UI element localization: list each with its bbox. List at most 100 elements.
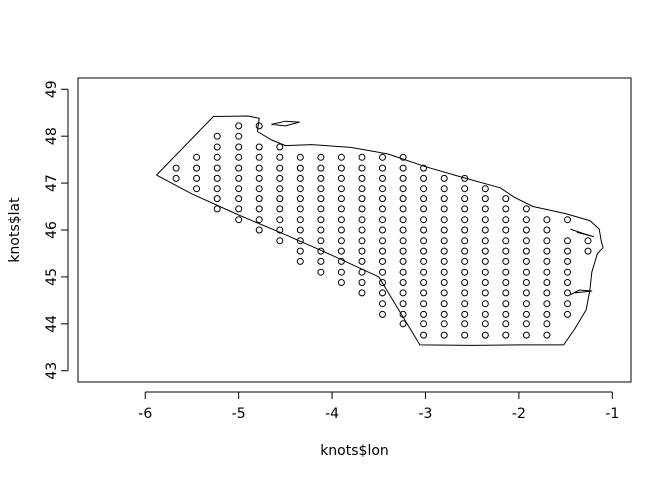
knot-point: [543, 257, 551, 265]
knot-point: [481, 205, 489, 213]
knot-point: [213, 174, 221, 182]
knot-point: [276, 153, 284, 161]
knot-point: [379, 300, 386, 308]
knot-point: [420, 268, 428, 276]
knot-point: [337, 153, 345, 161]
knot-point: [358, 153, 366, 161]
knot-point: [213, 132, 221, 140]
knot-point: [440, 331, 448, 339]
knot-point: [481, 268, 489, 276]
x-tick-label: -3: [419, 406, 433, 422]
knot-point: [213, 195, 221, 203]
knot-point: [358, 237, 366, 245]
knot-point: [543, 216, 551, 224]
knot-point: [564, 289, 571, 297]
knot-point: [337, 185, 345, 193]
knot-point: [420, 195, 428, 203]
knot-point: [317, 237, 325, 245]
knot-point: [461, 216, 469, 224]
knot-point: [276, 195, 284, 203]
knot-point: [276, 185, 284, 193]
knot-point: [502, 331, 510, 339]
knot-point: [235, 205, 243, 213]
knot-point: [543, 300, 551, 308]
knot-point: [502, 289, 510, 297]
y-tick-label: 47: [44, 174, 60, 192]
knot-point: [213, 143, 221, 151]
knot-point: [481, 331, 489, 339]
knot-point: [543, 320, 551, 328]
knot-point: [420, 216, 428, 224]
knot-point: [420, 257, 428, 265]
knot-point: [358, 164, 366, 172]
knot-point: [543, 331, 551, 339]
knot-point: [296, 216, 304, 224]
knot-point: [235, 143, 243, 151]
knot-point: [337, 237, 345, 245]
knot-point: [522, 268, 530, 276]
knot-point: [481, 195, 489, 203]
knot-point: [543, 268, 551, 276]
knot-point: [440, 237, 448, 245]
knot-point: [481, 185, 489, 193]
knot-point: [502, 237, 510, 245]
x-tick-label: -2: [512, 406, 526, 422]
knot-point: [379, 153, 386, 161]
x-tick-label: -4: [325, 406, 339, 422]
knot-point: [522, 247, 530, 255]
knot-point: [481, 300, 489, 308]
knot-point: [276, 164, 284, 172]
knot-point: [255, 174, 263, 182]
knot-point: [440, 320, 448, 328]
knot-point: [440, 205, 448, 213]
knot-point: [461, 174, 469, 182]
knot-point: [440, 310, 448, 318]
knot-point: [255, 195, 263, 203]
knot-point: [440, 195, 448, 203]
knot-point: [172, 174, 180, 182]
knot-point: [564, 268, 571, 276]
knot-point: [584, 247, 592, 255]
knot-point: [440, 185, 448, 193]
knot-point: [379, 310, 386, 318]
knot-point: [564, 279, 571, 286]
knot-point: [296, 164, 304, 172]
knot-point: [502, 310, 510, 318]
knot-point: [399, 226, 407, 234]
knot-point: [461, 205, 469, 213]
knot-point: [399, 237, 407, 245]
knot-point: [420, 205, 428, 213]
knot-point: [420, 300, 428, 308]
knot-point: [317, 174, 325, 182]
knot-point: [193, 164, 201, 172]
knot-point: [276, 205, 284, 213]
y-axis: 43 44 45 46 47 48 49: [44, 80, 69, 380]
knot-point: [502, 257, 510, 265]
knot-point: [358, 247, 366, 255]
knot-point: [255, 216, 263, 224]
knot-point: [461, 247, 469, 255]
knot-point: [399, 185, 407, 193]
knot-point: [379, 205, 386, 213]
y-tick-label: 44: [44, 315, 60, 333]
knot-point: [276, 237, 284, 245]
knot-point: [440, 247, 448, 255]
knot-point: [358, 205, 366, 213]
knot-point: [564, 216, 571, 224]
y-tick-label: 46: [44, 221, 60, 239]
knot-point: [255, 164, 263, 172]
knot-point: [399, 279, 407, 286]
knot-point: [337, 268, 345, 276]
knot-point: [213, 153, 221, 161]
x-axis: -6 -5 -4 -3 -2 -1: [138, 391, 619, 422]
knot-point: [276, 216, 284, 224]
knot-point: [255, 205, 263, 213]
knot-point: [317, 226, 325, 234]
knot-point: [358, 195, 366, 203]
knot-point: [420, 237, 428, 245]
knot-point: [255, 143, 263, 151]
knot-point: [213, 205, 221, 213]
knot-point: [235, 122, 243, 130]
knot-point: [481, 310, 489, 318]
knot-point: [379, 226, 386, 234]
